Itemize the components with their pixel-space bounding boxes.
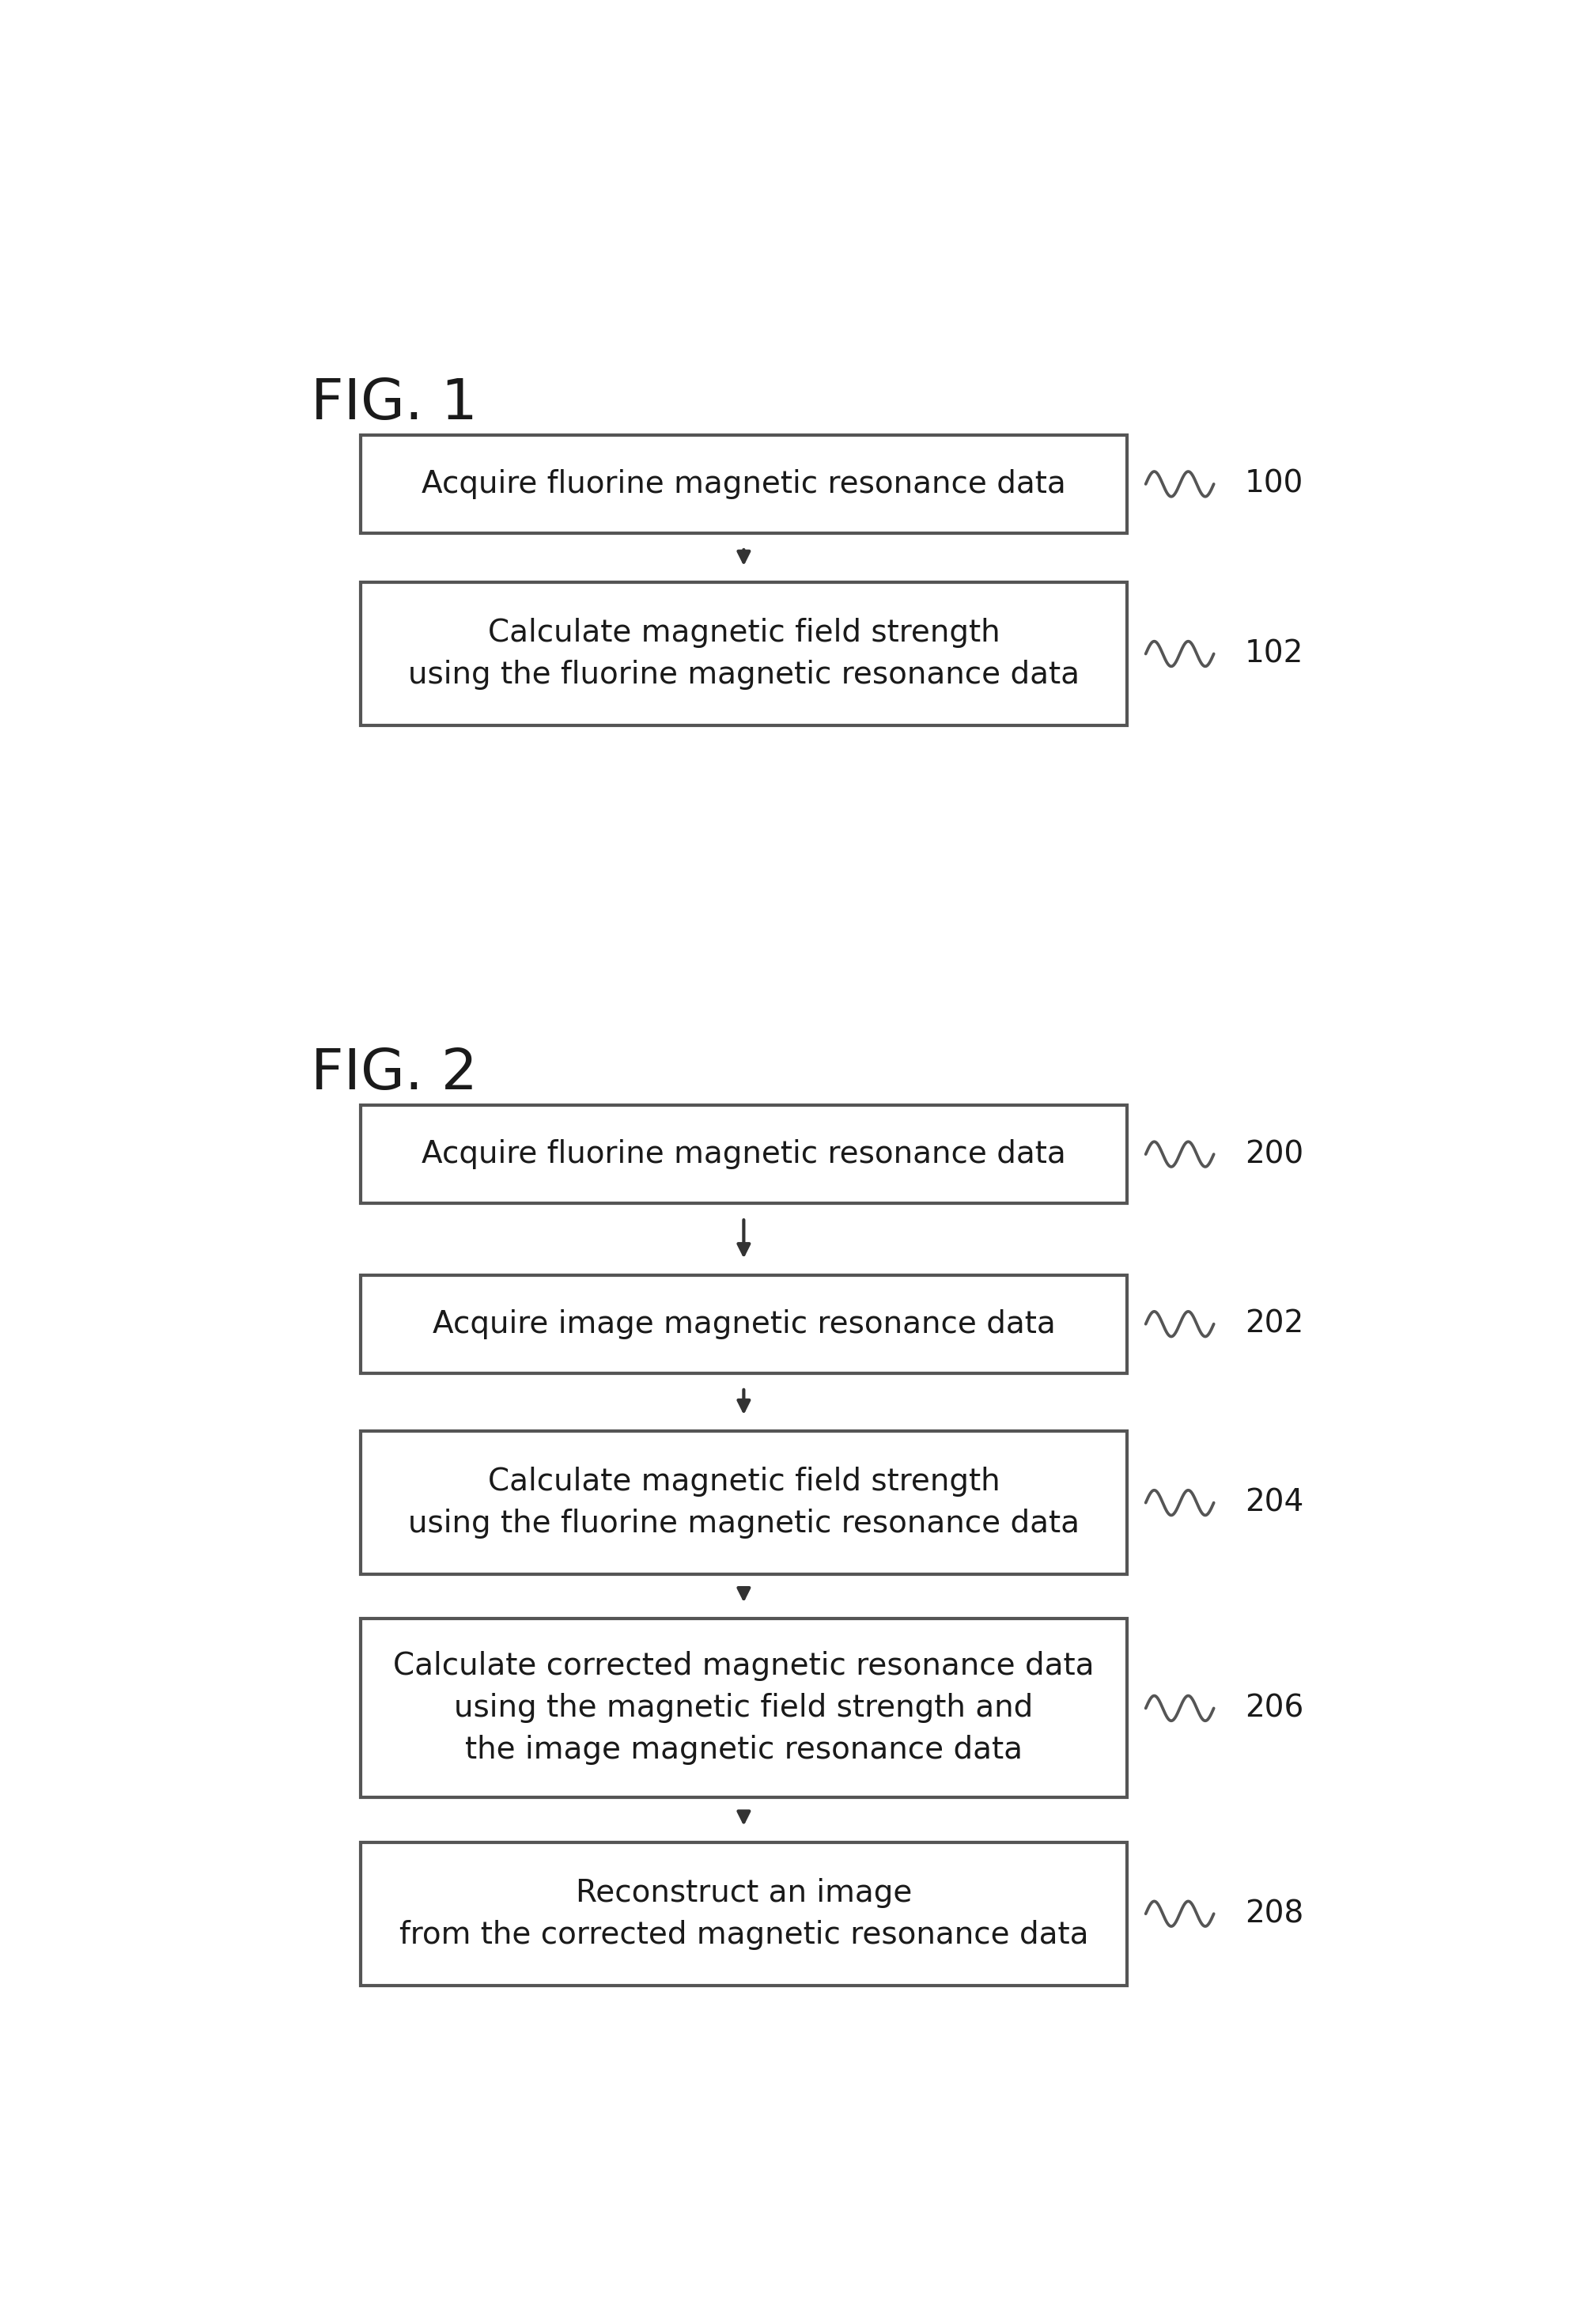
- Text: 204: 204: [1245, 1488, 1304, 1518]
- Text: Calculate magnetic field strength
using the fluorine magnetic resonance data: Calculate magnetic field strength using …: [409, 617, 1079, 689]
- Text: Calculate corrected magnetic resonance data
using the magnetic field strength an: Calculate corrected magnetic resonance d…: [393, 1650, 1095, 1766]
- Text: Calculate magnetic field strength
using the fluorine magnetic resonance data: Calculate magnetic field strength using …: [409, 1467, 1079, 1539]
- FancyBboxPatch shape: [361, 1620, 1127, 1796]
- Text: 200: 200: [1245, 1140, 1304, 1170]
- FancyBboxPatch shape: [361, 1274, 1127, 1374]
- Text: 102: 102: [1245, 638, 1304, 668]
- FancyBboxPatch shape: [361, 1432, 1127, 1574]
- Text: Reconstruct an image
from the corrected magnetic resonance data: Reconstruct an image from the corrected …: [399, 1878, 1088, 1950]
- Text: Acquire image magnetic resonance data: Acquire image magnetic resonance data: [433, 1309, 1055, 1339]
- Text: 100: 100: [1245, 469, 1304, 499]
- FancyBboxPatch shape: [361, 1105, 1127, 1202]
- Text: Acquire fluorine magnetic resonance data: Acquire fluorine magnetic resonance data: [421, 469, 1066, 499]
- Text: 202: 202: [1245, 1309, 1304, 1339]
- Text: FIG. 2: FIG. 2: [311, 1047, 477, 1100]
- FancyBboxPatch shape: [361, 434, 1127, 534]
- Text: Acquire fluorine magnetic resonance data: Acquire fluorine magnetic resonance data: [421, 1140, 1066, 1170]
- FancyBboxPatch shape: [361, 1843, 1127, 1984]
- FancyBboxPatch shape: [361, 583, 1127, 724]
- Text: 206: 206: [1245, 1694, 1304, 1722]
- Text: 208: 208: [1245, 1899, 1304, 1929]
- Text: FIG. 1: FIG. 1: [311, 376, 477, 432]
